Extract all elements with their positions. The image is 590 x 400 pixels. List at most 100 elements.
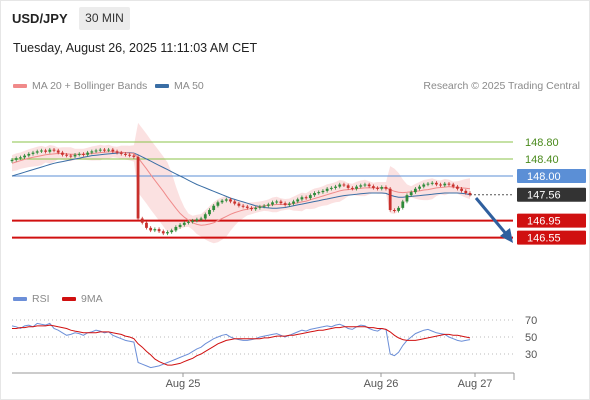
candle-body — [342, 184, 346, 186]
candle-body — [187, 221, 190, 223]
candle-body — [334, 186, 337, 188]
candle-body — [132, 155, 136, 157]
candle-body — [136, 156, 140, 219]
candle-body — [237, 203, 241, 206]
ma20-swatch — [13, 84, 27, 89]
candle-body — [107, 149, 111, 151]
candle-body — [77, 153, 81, 155]
rsi-tick-label: 70 — [525, 315, 537, 327]
candle-body — [82, 153, 85, 155]
level-label-146.55: 146.55 — [527, 233, 561, 245]
candle-body — [409, 192, 413, 196]
candle-body — [313, 193, 316, 196]
candle-body — [430, 182, 434, 184]
candle-body — [262, 205, 266, 207]
candle-body — [447, 183, 451, 185]
level-label-148.40: 148.40 — [525, 154, 559, 166]
candle-body — [401, 201, 405, 208]
candle-body — [161, 231, 165, 234]
candle-body — [287, 203, 291, 205]
candle-body — [275, 201, 279, 203]
candle-body — [157, 229, 161, 232]
candle-body — [128, 154, 132, 156]
level-badge-146.55 — [517, 230, 586, 245]
candle-body — [338, 184, 342, 187]
candle-body — [460, 188, 463, 191]
legend-ma50-label: MA 50 — [174, 80, 204, 92]
instrument-label: USD/JPY — [12, 11, 68, 26]
candle-body — [388, 188, 392, 210]
candle-body — [451, 184, 455, 187]
candle-body — [346, 185, 350, 188]
candle-body — [195, 219, 199, 221]
legend-rsi-label: RSI — [32, 293, 50, 305]
candle-body — [279, 201, 283, 204]
candle-body — [250, 207, 253, 210]
legend-ma50: MA 50 — [155, 80, 204, 92]
candle-body — [468, 193, 472, 195]
candle-body — [304, 197, 308, 199]
level-label-146.95: 146.95 — [527, 216, 561, 228]
rsi-swatch — [13, 297, 27, 302]
candle-body — [208, 210, 211, 215]
credit-text: Research © 2025 Trading Central — [423, 80, 580, 92]
candle-body — [103, 149, 106, 151]
candle-body — [258, 206, 262, 208]
level-badge-148.00 — [517, 169, 586, 183]
candle-body — [224, 199, 228, 201]
candle-body — [371, 186, 375, 188]
candle-body — [317, 192, 321, 194]
candle-body — [145, 222, 148, 228]
candle-body — [216, 202, 220, 206]
candle-body — [384, 187, 388, 189]
x-tick-label: Aug 26 — [364, 378, 399, 390]
candle-body — [140, 218, 144, 223]
candle-body — [455, 186, 459, 189]
candle-body — [233, 201, 237, 204]
candle-body — [325, 188, 329, 191]
level-label-147.56: 147.56 — [527, 190, 561, 202]
level-label-148.80: 148.80 — [525, 137, 559, 149]
timeframe-badge[interactable]: 30 MIN — [79, 7, 130, 30]
legend-9ma-label: 9MA — [81, 293, 103, 305]
candle-body — [52, 149, 56, 151]
candle-body — [355, 186, 358, 189]
candles — [10, 147, 472, 236]
candle-body — [111, 149, 115, 152]
candle-body — [14, 158, 18, 160]
candle-body — [166, 232, 169, 234]
candle-body — [31, 152, 35, 154]
candle-body — [241, 205, 245, 207]
candle-body — [119, 152, 123, 154]
legend-9ma: 9MA — [62, 293, 103, 305]
ma50-line — [11, 152, 471, 209]
candle-body — [292, 201, 295, 204]
candle-body — [329, 187, 333, 189]
rsi-line — [11, 322, 471, 369]
level-badge-147.56 — [517, 187, 586, 202]
candle-body — [464, 190, 468, 193]
candle-body — [124, 153, 127, 155]
candle-body — [203, 214, 207, 219]
candle-body — [245, 206, 249, 208]
candle-body — [98, 149, 102, 151]
candle-body — [44, 150, 48, 152]
candle-body — [422, 184, 426, 187]
candle-body — [376, 187, 379, 189]
candle-body — [212, 205, 216, 210]
candle-body — [350, 187, 354, 189]
candle-body — [380, 187, 384, 189]
candle-body — [266, 204, 270, 206]
timestamp: Tuesday, August 26, 2025 11:11:03 AM CET — [13, 41, 258, 55]
x-tick-label: Aug 27 — [458, 378, 493, 390]
candle-body — [191, 220, 195, 222]
candle-body — [434, 182, 438, 185]
candle-body — [23, 155, 27, 158]
candle-body — [35, 151, 39, 153]
candle-body — [61, 152, 64, 155]
legend-ma20: MA 20 + Bollinger Bands — [13, 80, 147, 92]
candle-body — [418, 186, 421, 189]
bollinger-band — [12, 122, 470, 244]
candle-body — [73, 154, 77, 157]
candle-body — [56, 150, 60, 153]
